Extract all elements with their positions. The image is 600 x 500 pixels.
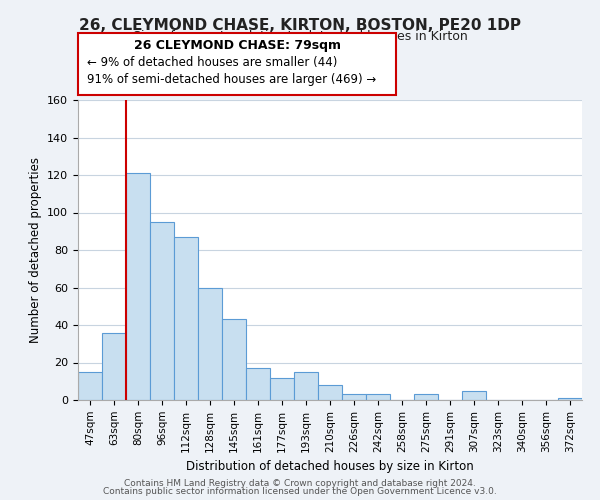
- Bar: [366, 394, 390, 400]
- Bar: [318, 385, 342, 400]
- Y-axis label: Number of detached properties: Number of detached properties: [29, 157, 41, 343]
- Text: Contains HM Land Registry data © Crown copyright and database right 2024.: Contains HM Land Registry data © Crown c…: [124, 478, 476, 488]
- Text: Size of property relative to detached houses in Kirton: Size of property relative to detached ho…: [133, 30, 467, 43]
- Text: ← 9% of detached houses are smaller (44): ← 9% of detached houses are smaller (44): [87, 56, 337, 69]
- Bar: [126, 173, 150, 400]
- Bar: [174, 237, 198, 400]
- Bar: [462, 390, 486, 400]
- Text: 91% of semi-detached houses are larger (469) →: 91% of semi-detached houses are larger (…: [87, 72, 376, 86]
- Bar: [78, 372, 102, 400]
- Bar: [222, 320, 246, 400]
- X-axis label: Distribution of detached houses by size in Kirton: Distribution of detached houses by size …: [186, 460, 474, 473]
- Bar: [198, 288, 222, 400]
- Bar: [414, 394, 438, 400]
- Text: 26 CLEYMOND CHASE: 79sqm: 26 CLEYMOND CHASE: 79sqm: [133, 39, 341, 52]
- Bar: [342, 394, 366, 400]
- Bar: [558, 398, 582, 400]
- Bar: [102, 332, 126, 400]
- Text: 26, CLEYMOND CHASE, KIRTON, BOSTON, PE20 1DP: 26, CLEYMOND CHASE, KIRTON, BOSTON, PE20…: [79, 18, 521, 32]
- Bar: [246, 368, 270, 400]
- Text: Contains public sector information licensed under the Open Government Licence v3: Contains public sector information licen…: [103, 487, 497, 496]
- Bar: [270, 378, 294, 400]
- Bar: [150, 222, 174, 400]
- Bar: [294, 372, 318, 400]
